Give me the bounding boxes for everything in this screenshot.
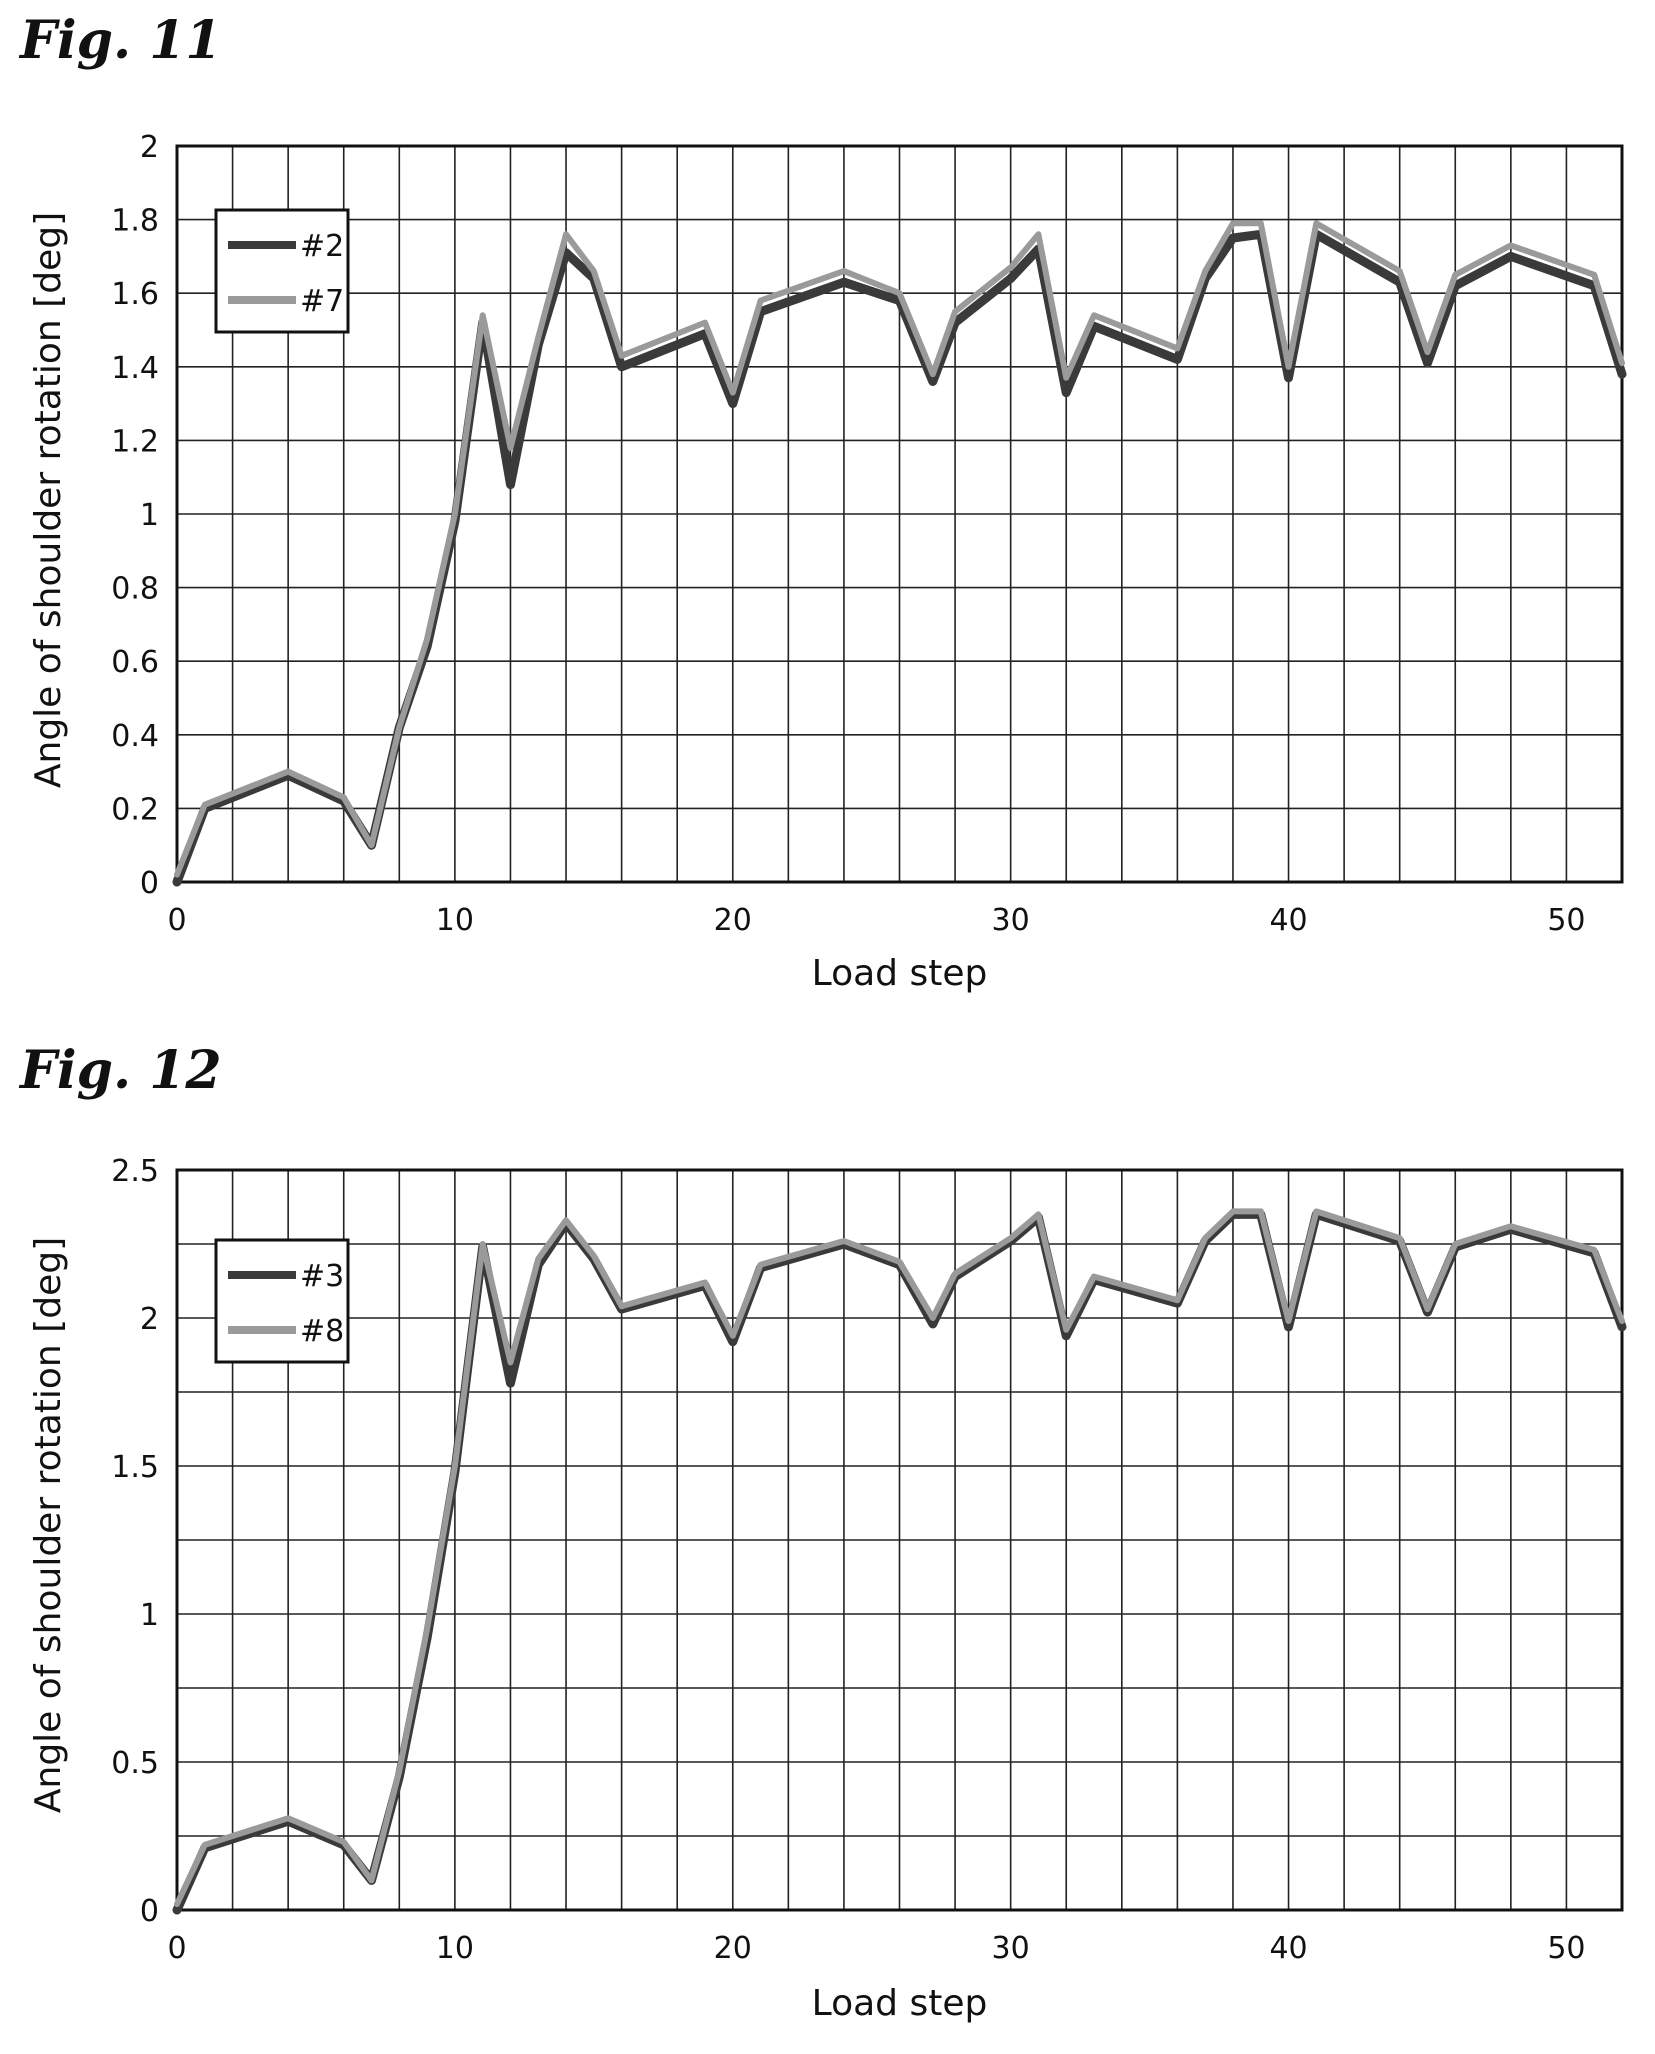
- figure-11: Fig. 11 00.20.40.60.811.21.41.61.820 10 20…: [18, 10, 1627, 994]
- figure-11-chart: 00.20.40.60.811.21.41.61.820 10 20 30 40 50Lo…: [28, 130, 1627, 994]
- legend: #2 #7: [214, 208, 350, 334]
- legend-box: [214, 208, 350, 334]
- x-axis-label: Load step: [812, 1983, 988, 2024]
- y-tick-label: 1.8: [111, 204, 159, 239]
- y-tick-label: 0.8: [111, 572, 159, 607]
- plot-frame: [175, 1168, 1624, 1912]
- y-tick-label: 0.2: [111, 792, 159, 827]
- y-tick-label: 1.4: [111, 351, 159, 386]
- y-tick-label: 0.4: [111, 719, 159, 754]
- legend: #3 #8: [214, 1238, 350, 1364]
- x-tick-label: 20: [714, 903, 752, 938]
- x-axis-label: Load step: [812, 953, 988, 994]
- y-tick-label: 0.5: [111, 1746, 159, 1781]
- y-tick-label: 1: [140, 498, 159, 533]
- x-tick-label: 40: [1269, 1931, 1307, 1966]
- series-line-7: [174, 220, 1625, 878]
- plot-frame: [175, 144, 1624, 884]
- y-tick-label: 2: [140, 1302, 159, 1337]
- x-tick-label: 0: [167, 903, 186, 938]
- y-tick-label: 1.6: [111, 277, 159, 312]
- x-tick-label: 20: [714, 1931, 752, 1966]
- x-tick-label: 50: [1547, 903, 1585, 938]
- y-tick-label: 1.2: [111, 424, 159, 459]
- figure-12-chart: 0 0.5 1 1.5 2 2.5 0 10 20 30 40 50 Load step Angle of…: [28, 1154, 1627, 2024]
- legend-label: #8: [300, 1314, 344, 1349]
- y-tick-label: 2.5: [111, 1154, 159, 1189]
- y-tick-label: 0: [140, 1894, 159, 1929]
- x-tick-label: 40: [1269, 903, 1307, 938]
- legend-label: #7: [300, 284, 344, 319]
- x-tick-label: 10: [436, 1931, 474, 1966]
- legend-box: [214, 1238, 350, 1364]
- figure-12-title: Fig. 12: [18, 1040, 222, 1101]
- y-tick-label: 0.6: [111, 645, 159, 680]
- figure-12: Fig. 12 0 0.5 1 1.5 2 2.5 0 10 20 30 40 50 Load step…: [18, 1040, 1627, 2024]
- y-axis-label: Angle of shoulder rotation [deg]: [28, 212, 69, 788]
- legend-label: #3: [300, 1259, 344, 1294]
- legend-label: #2: [300, 229, 344, 264]
- y-tick-label: 1.5: [111, 1450, 159, 1485]
- y-tick-label: 0: [140, 866, 159, 901]
- y-tick-label: 1: [140, 1598, 159, 1633]
- figure-11-title: Fig. 11: [18, 10, 222, 71]
- series-line-8: [174, 1208, 1625, 1908]
- x-tick-label: 30: [992, 1931, 1030, 1966]
- x-tick-label: 50: [1547, 1931, 1585, 1966]
- x-tick-label: 10: [436, 903, 474, 938]
- y-tick-label: 2: [140, 130, 159, 165]
- x-tick-label: 0: [167, 1931, 186, 1966]
- y-axis-label: Angle of shoulder rotation [deg]: [28, 1237, 69, 1813]
- x-tick-label: 30: [992, 903, 1030, 938]
